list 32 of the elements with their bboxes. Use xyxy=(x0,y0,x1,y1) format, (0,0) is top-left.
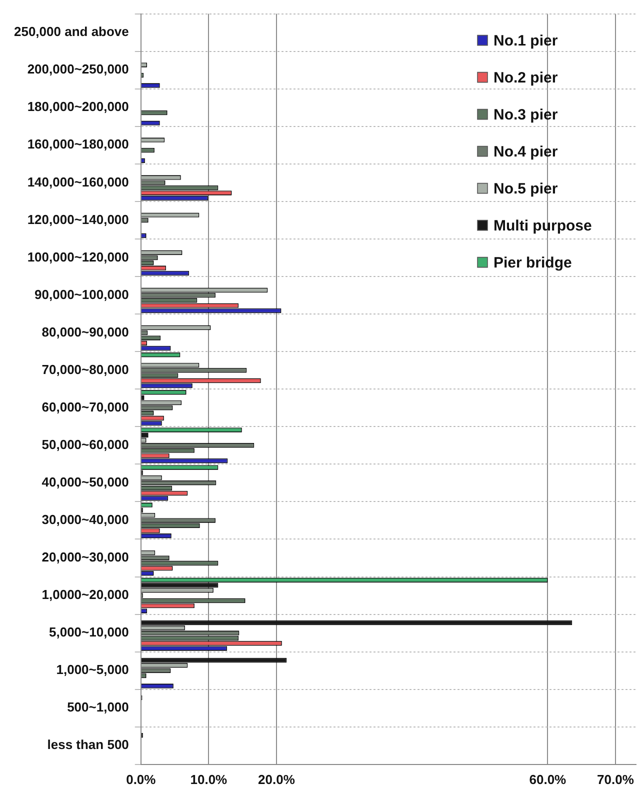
x-tick-label: 70.0% xyxy=(597,772,634,787)
y-tick-label: 250,000 and above xyxy=(14,24,129,40)
y-tick-label: 5,000~10,000 xyxy=(49,624,129,640)
y-tick-label: 160,000~180,000 xyxy=(27,136,129,152)
y-tick-label: 120,000~140,000 xyxy=(27,212,129,227)
y-tick-label: 1,0000~20,000 xyxy=(42,587,129,602)
legend-label: No.4 pier xyxy=(494,143,558,160)
y-tick-label: 70,000~80,000 xyxy=(42,362,129,377)
y-tick-label: 180,000~200,000 xyxy=(27,99,129,114)
legend-label: No.1 pier xyxy=(494,32,558,50)
x-tick-label: 60.0% xyxy=(529,772,567,787)
y-tick-label: 200,000~250,000 xyxy=(27,62,129,77)
x-tick-label: 10.0% xyxy=(190,772,228,787)
y-tick-label: 1,000~5,000 xyxy=(56,662,129,678)
legend-label: No.5 pier xyxy=(494,180,558,198)
y-tick-label: 90,000~100,000 xyxy=(34,286,129,302)
legend-label: No.3 pier xyxy=(494,106,558,124)
y-tick-label: 50,000~60,000 xyxy=(42,436,129,452)
legend-label: No.2 pier xyxy=(494,69,558,86)
y-tick-label: 80,000~90,000 xyxy=(42,324,129,340)
x-tick-label: 0.0% xyxy=(126,772,156,787)
x-tick-label: 20.0% xyxy=(258,772,296,787)
y-tick-label: 100,000~120,000 xyxy=(27,249,129,264)
y-tick-label: 140,000~160,000 xyxy=(27,174,129,190)
y-tick-label: less than 500 xyxy=(47,737,129,752)
y-tick-label: 60,000~70,000 xyxy=(42,399,129,414)
y-tick-label: 40,000~50,000 xyxy=(42,474,129,490)
y-tick-label: 500~1,000 xyxy=(67,700,129,715)
legend-label: Multi purpose xyxy=(494,217,592,234)
y-tick-label: 20,000~30,000 xyxy=(42,550,129,565)
y-tick-label: 30,000~40,000 xyxy=(42,512,129,528)
legend-label: Pier bridge xyxy=(494,254,572,272)
